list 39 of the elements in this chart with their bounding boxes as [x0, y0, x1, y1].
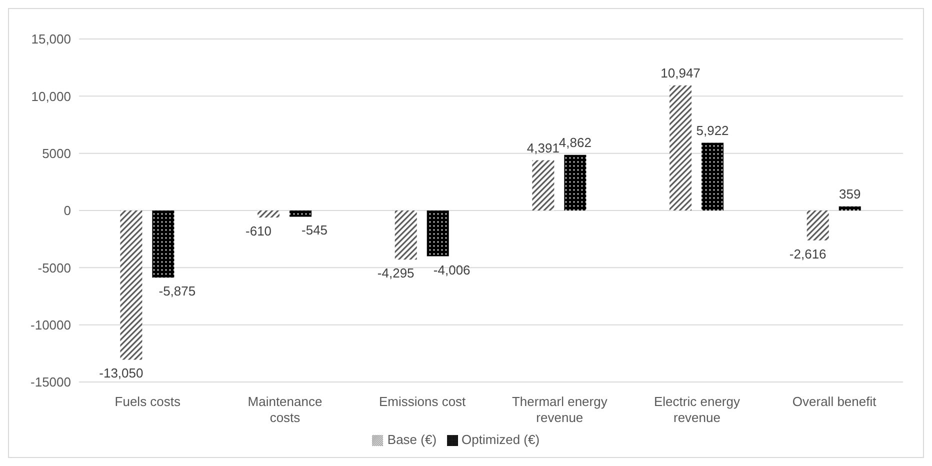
- x-tick-label: Overall benefit: [792, 394, 877, 409]
- data-label: -2,616: [789, 246, 826, 262]
- y-tick-label: -15000: [30, 374, 71, 390]
- data-label: 10,947: [660, 65, 700, 80]
- data-label: -4,006: [433, 262, 470, 278]
- data-label: -5,875: [158, 284, 196, 299]
- y-tick-label: -10000: [30, 317, 71, 332]
- bar: [806, 210, 829, 240]
- x-tick-label: Maintenance costs: [248, 394, 322, 425]
- data-label: -545: [302, 222, 328, 238]
- data-label: 4,391: [526, 140, 560, 156]
- bar: [258, 210, 280, 218]
- x-tick-label: Thermarl energy revenue: [512, 394, 608, 425]
- x-tick-label: Emissions cost: [378, 394, 466, 409]
- bar: [564, 154, 586, 210]
- x-tick-label: Electric energy revenue: [654, 394, 740, 425]
- bar: [152, 210, 174, 278]
- legend-label: Optimized (€): [462, 432, 540, 447]
- data-label: 5,922: [696, 122, 729, 138]
- bar: [532, 160, 554, 210]
- bar: [838, 206, 861, 210]
- y-tick-label: 0: [64, 203, 71, 218]
- y-tick-label: 10,000: [31, 88, 71, 104]
- x-tick-label: Fuels costs: [114, 394, 182, 409]
- data-label: -4,295: [377, 266, 414, 281]
- data-label: 4,862: [558, 134, 592, 150]
- data-label: -13,050: [99, 366, 144, 381]
- y-tick-label: 5000: [42, 146, 71, 161]
- bar: [426, 210, 449, 256]
- data-label: 359: [839, 186, 861, 202]
- y-tick-label: -5000: [38, 260, 71, 276]
- bar: [670, 85, 692, 210]
- y-tick-label: 15,000: [31, 32, 71, 47]
- bar: [290, 210, 312, 217]
- bar: [702, 142, 724, 210]
- data-label: -610: [246, 223, 272, 238]
- bar: [394, 210, 417, 260]
- legend-label: Base (€): [387, 432, 437, 447]
- bar: [120, 210, 142, 360]
